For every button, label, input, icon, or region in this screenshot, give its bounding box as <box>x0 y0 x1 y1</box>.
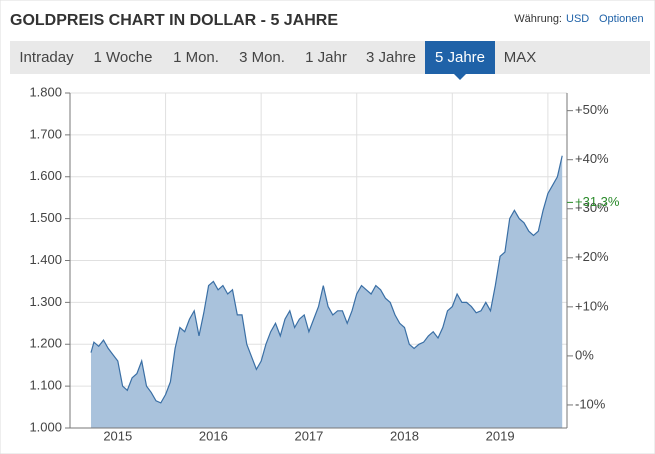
tab[interactable]: MAX <box>504 49 537 66</box>
y2-tick-label: +40% <box>575 151 609 166</box>
y-tick-label: 1.200 <box>29 336 62 351</box>
options[interactable]: Optionen <box>599 13 644 25</box>
y-tick-label: 1.500 <box>29 210 62 225</box>
tab-pointer <box>454 74 466 80</box>
y2-tick-label: 0% <box>575 347 594 362</box>
annotation: +31,3% <box>575 194 620 209</box>
tab[interactable]: 1 Jahr <box>305 49 347 66</box>
area <box>91 155 563 429</box>
y-tick-label: 1.100 <box>29 378 62 393</box>
tab-bar <box>10 41 650 74</box>
y2-tick-label: +30% <box>575 200 609 215</box>
tab[interactable]: Intraday <box>19 49 74 66</box>
tab[interactable]: 1 Woche <box>94 49 153 66</box>
y-tick-label: 1.600 <box>29 168 62 183</box>
y-tick-label: 1.400 <box>29 252 62 267</box>
currency[interactable]: USD <box>566 13 589 25</box>
active-tab <box>425 41 495 74</box>
tab[interactable]: 3 Mon. <box>239 49 285 66</box>
currency-label: Währung: <box>514 13 562 25</box>
y2-tick-label: -10% <box>575 396 606 411</box>
y2-tick-label: +20% <box>575 249 609 264</box>
x-tick-label: 2017 <box>294 428 323 443</box>
y-tick-label: 1.800 <box>29 84 62 99</box>
y2-tick-label: +10% <box>575 298 609 313</box>
tab[interactable]: 5 Jahre <box>435 49 485 66</box>
x-tick-label: 2015 <box>103 428 132 443</box>
y-tick-label: 1.700 <box>29 126 62 141</box>
tab[interactable]: 3 Jahre <box>366 49 416 66</box>
x-tick-label: 2016 <box>199 428 228 443</box>
x-tick-label: 2018 <box>390 428 419 443</box>
title: GOLDPREIS CHART IN DOLLAR - 5 JAHRE <box>10 12 338 29</box>
tab[interactable]: 1 Mon. <box>173 49 219 66</box>
x-tick-label: 2019 <box>486 428 515 443</box>
y2-tick-label: +50% <box>575 102 609 117</box>
y-tick-label: 1.000 <box>29 419 62 434</box>
y-tick-label: 1.300 <box>29 294 62 309</box>
line <box>90 155 563 404</box>
